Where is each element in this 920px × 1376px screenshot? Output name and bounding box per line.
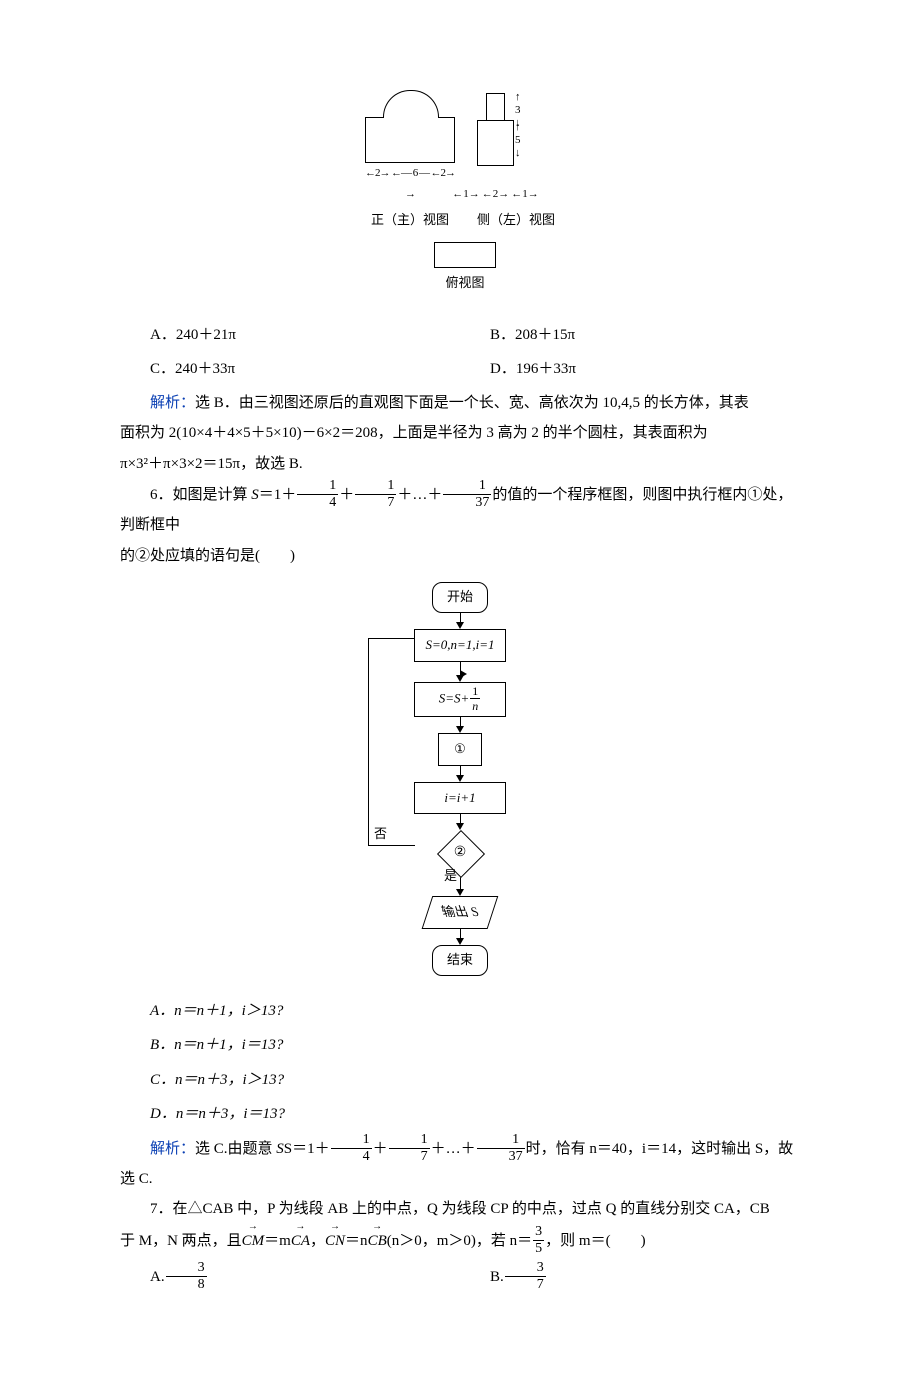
dim-text: 2 — [375, 167, 380, 179]
front-rect — [365, 117, 455, 163]
fc-output: 输出 S — [421, 896, 498, 929]
dim-text: 2 — [493, 188, 499, 200]
fc-step-s: S=S+1n — [414, 682, 506, 717]
option-c: C．240＋33π — [120, 352, 460, 387]
option-a: A．240＋21π — [120, 318, 460, 353]
q5-expl-line2: 面积为 2(10×4＋4×5＋5×10)－6×2＝208，上面是半径为 3 高为… — [120, 419, 800, 448]
frac-1-7: 17 — [355, 479, 396, 510]
fc-yes-label: 是 — [444, 864, 457, 889]
expl-text: 选 B．由三视图还原后的直观图下面是一个长、宽、高依次为 10,4,5 的长方体… — [195, 395, 749, 411]
text: 如图是计算 — [173, 487, 252, 503]
fc-end: 结束 — [432, 945, 488, 976]
side-label: 侧（左）视图 — [477, 208, 555, 233]
q6-expl: 解析：选 C.由题意 SS＝1＋14＋17＋…＋137时，恰有 n＝40，i＝1… — [120, 1134, 800, 1194]
q6-options: A．n＝n＋1，i＞13? B．n＝n＋1，i＝13? C．n＝n＋3，i＞13… — [120, 994, 800, 1132]
top-rect — [434, 242, 496, 268]
flowchart: 开始 S=0,n=1,i=1 S=S+1n ① i=i+1 ② 输出 S 结束 — [120, 582, 800, 975]
vec-cn: CN — [325, 1227, 345, 1256]
option-a: A.38 — [120, 1259, 460, 1296]
side-bot-rect — [477, 120, 514, 166]
q7-options: A.38 B.37 — [120, 1259, 800, 1296]
side-dims-v: ↑3↓ ↑5↓ — [515, 91, 521, 135]
text: 在△CAB 中，P 为线段 AB 上的中点，Q 为线段 CP 的中点，过点 Q … — [173, 1201, 770, 1217]
fc-step-i: i=i+1 — [414, 782, 506, 815]
expl-label: 解析： — [150, 395, 195, 411]
fc-no-label: 否 — [374, 822, 387, 847]
text: ＝1＋ — [259, 487, 297, 503]
option-c: C．n＝n＋3，i＞13? — [120, 1063, 800, 1098]
side-view: ↑3↓ ↑5↓ ←1→ ←2→ ←1→ 侧（左）视图 — [477, 93, 555, 233]
expl-label: 解析： — [150, 1141, 195, 1157]
top-view: 俯视图 — [375, 242, 555, 296]
side-top-rect — [486, 93, 505, 122]
fc-start: 开始 — [432, 582, 488, 613]
dim-text: 1 — [463, 188, 469, 200]
dim-text: 2 — [440, 167, 445, 179]
top-label: 俯视图 — [375, 271, 555, 296]
vec-cb: CB — [368, 1227, 387, 1256]
text: S＝1＋ — [284, 1141, 330, 1157]
side-dims-h: ←1→ ←2→ ←1→ — [477, 184, 514, 205]
frac-1-37: 137 — [443, 479, 491, 510]
option-d: D．n＝n＋3，i＝13? — [120, 1097, 800, 1132]
option-d: D．196＋33π — [460, 352, 800, 387]
fc-step-1: ① — [438, 733, 482, 766]
three-view-figure: ←2→ ←— 6 —→ ←2→ 正（主）视图 ↑3↓ ↑5↓ — [120, 90, 800, 298]
front-semicircle — [383, 90, 439, 118]
frac-1-4: 14 — [297, 479, 338, 510]
q5-expl-line3: π×3²＋π×3×2＝15π，故选 B. — [120, 450, 800, 479]
dim-text: 3 — [515, 104, 521, 116]
dim-text: 6 — [413, 167, 418, 179]
vec-cm: CM — [242, 1227, 265, 1256]
front-view: ←2→ ←— 6 —→ ←2→ 正（主）视图 — [365, 90, 455, 232]
option-b: B．n＝n＋1，i＝13? — [120, 1028, 800, 1063]
option-b: B.37 — [460, 1259, 800, 1296]
q-number: 6． — [150, 487, 173, 503]
text: ＋…＋ — [397, 487, 442, 503]
q6-stem-2: 的②处应填的语句是( ) — [120, 542, 800, 571]
q5-expl: 解析：选 B．由三视图还原后的直观图下面是一个长、宽、高依次为 10,4,5 的… — [120, 389, 800, 418]
text: ＋ — [339, 487, 354, 503]
fc-loop-line — [368, 638, 415, 846]
option-a: A．n＝n＋1，i＞13? — [120, 994, 800, 1029]
var-s: S — [251, 487, 259, 503]
front-dims: ←2→ ←— 6 —→ ←2→ — [365, 163, 455, 205]
front-label: 正（主）视图 — [365, 208, 455, 233]
vec-ca: CA — [291, 1227, 310, 1256]
option-b: B．208＋15π — [460, 318, 800, 353]
fc-init: S=0,n=1,i=1 — [414, 629, 506, 662]
q7-stem-1: 7．在△CAB 中，P 为线段 AB 上的中点，Q 为线段 CP 的中点，过点 … — [120, 1195, 800, 1224]
text: 选 C.由题意 — [195, 1141, 276, 1157]
q-number: 7． — [150, 1201, 173, 1217]
frac-3-5: 35 — [533, 1225, 544, 1256]
q5-options: A．240＋21π B．208＋15π C．240＋33π D．196＋33π — [120, 318, 800, 387]
dim-text: 1 — [522, 188, 528, 200]
q7-stem-2: 于 M，N 两点，且CM＝mCA，CN＝nCB(n＞0，m＞0)，若 n＝35，… — [120, 1226, 800, 1257]
page: ←2→ ←— 6 —→ ←2→ 正（主）视图 ↑3↓ ↑5↓ — [120, 90, 800, 1296]
dim-text: 5 — [515, 134, 521, 146]
q6-stem: 6．如图是计算 S＝1＋14＋17＋…＋137的值的一个程序框图，则图中执行框内… — [120, 480, 800, 540]
